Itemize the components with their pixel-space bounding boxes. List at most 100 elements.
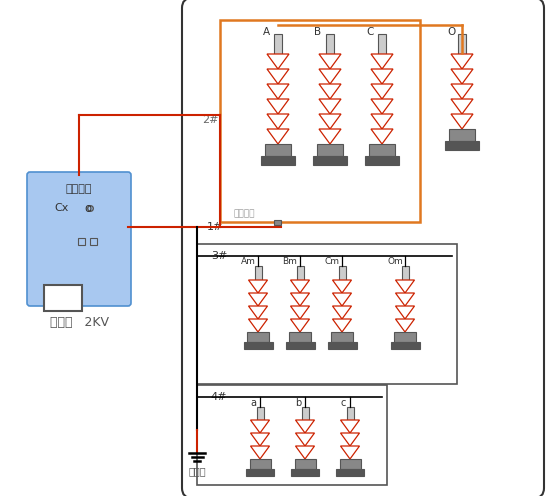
Polygon shape [319, 69, 341, 84]
Polygon shape [267, 84, 289, 99]
Bar [365, 156, 399, 165]
Text: 末屏端子: 末屏端子 [234, 209, 255, 219]
Text: 1#: 1# [207, 222, 223, 232]
Polygon shape [341, 433, 359, 446]
Polygon shape [319, 114, 341, 129]
Bar [328, 342, 357, 349]
FancyBboxPatch shape [182, 0, 544, 496]
Bar [458, 34, 466, 54]
Bar [394, 332, 416, 342]
Polygon shape [319, 129, 341, 144]
Polygon shape [267, 54, 289, 69]
Bar [220, 20, 420, 222]
Text: 高唸输出: 高唸输出 [66, 184, 92, 194]
Polygon shape [451, 84, 473, 99]
Bar [378, 34, 386, 54]
Polygon shape [267, 129, 289, 144]
Bar [197, 385, 387, 485]
Polygon shape [371, 99, 393, 114]
Bar [274, 220, 281, 225]
Text: O: O [448, 27, 456, 37]
Polygon shape [248, 280, 268, 293]
Polygon shape [451, 54, 473, 69]
Polygon shape [451, 114, 473, 129]
Bar [336, 469, 364, 476]
Polygon shape [371, 129, 393, 144]
Polygon shape [319, 99, 341, 114]
Bar [246, 469, 274, 476]
Bar [289, 332, 311, 342]
Polygon shape [267, 69, 289, 84]
Bar [254, 266, 262, 280]
Bar [401, 266, 408, 280]
FancyBboxPatch shape [27, 172, 131, 306]
Polygon shape [319, 54, 341, 69]
Polygon shape [341, 446, 359, 459]
Text: a: a [250, 398, 256, 408]
Bar [90, 238, 97, 245]
Bar [390, 342, 419, 349]
Text: Cm: Cm [324, 257, 340, 266]
Text: Bm: Bm [283, 257, 298, 266]
Bar [347, 407, 353, 420]
Bar [261, 156, 295, 165]
Polygon shape [371, 69, 393, 84]
Bar [250, 459, 270, 469]
Bar [296, 266, 304, 280]
Bar [449, 129, 475, 141]
Polygon shape [295, 420, 314, 433]
Text: 接地点: 接地点 [188, 466, 206, 476]
Bar [331, 332, 353, 342]
Polygon shape [395, 280, 414, 293]
Bar [369, 144, 395, 156]
Polygon shape [333, 306, 352, 319]
Bar [301, 407, 308, 420]
Text: c: c [340, 398, 346, 408]
Text: 2#: 2# [202, 115, 218, 125]
Polygon shape [295, 433, 314, 446]
Bar [339, 266, 346, 280]
Text: 3#: 3# [211, 251, 227, 261]
Text: o: o [85, 201, 92, 214]
Polygon shape [395, 293, 414, 306]
Polygon shape [290, 293, 310, 306]
Text: 反接线   2KV: 反接线 2KV [50, 316, 109, 329]
Polygon shape [295, 446, 314, 459]
Polygon shape [333, 293, 352, 306]
Bar [78, 238, 85, 245]
Polygon shape [333, 319, 352, 332]
Bar [247, 332, 269, 342]
Polygon shape [395, 319, 414, 332]
Bar [294, 459, 316, 469]
Bar [257, 407, 264, 420]
Text: Cx: Cx [55, 203, 69, 213]
Bar [265, 144, 291, 156]
Bar [326, 34, 334, 54]
Text: C: C [366, 27, 373, 37]
Bar [445, 141, 479, 150]
Polygon shape [251, 446, 270, 459]
Polygon shape [251, 433, 270, 446]
Bar [340, 459, 360, 469]
Polygon shape [371, 84, 393, 99]
Polygon shape [371, 54, 393, 69]
Text: B: B [314, 27, 322, 37]
Polygon shape [248, 319, 268, 332]
Bar [274, 34, 282, 54]
Bar [44, 285, 82, 311]
Polygon shape [451, 99, 473, 114]
Polygon shape [395, 306, 414, 319]
Bar [286, 342, 314, 349]
Text: 4#: 4# [211, 392, 227, 402]
Text: A: A [263, 27, 270, 37]
Polygon shape [290, 319, 310, 332]
Polygon shape [451, 69, 473, 84]
Text: Om: Om [387, 257, 403, 266]
Text: Am: Am [241, 257, 256, 266]
Polygon shape [333, 280, 352, 293]
Polygon shape [248, 293, 268, 306]
Polygon shape [248, 306, 268, 319]
Bar [291, 469, 319, 476]
Bar [197, 244, 457, 384]
Polygon shape [290, 280, 310, 293]
